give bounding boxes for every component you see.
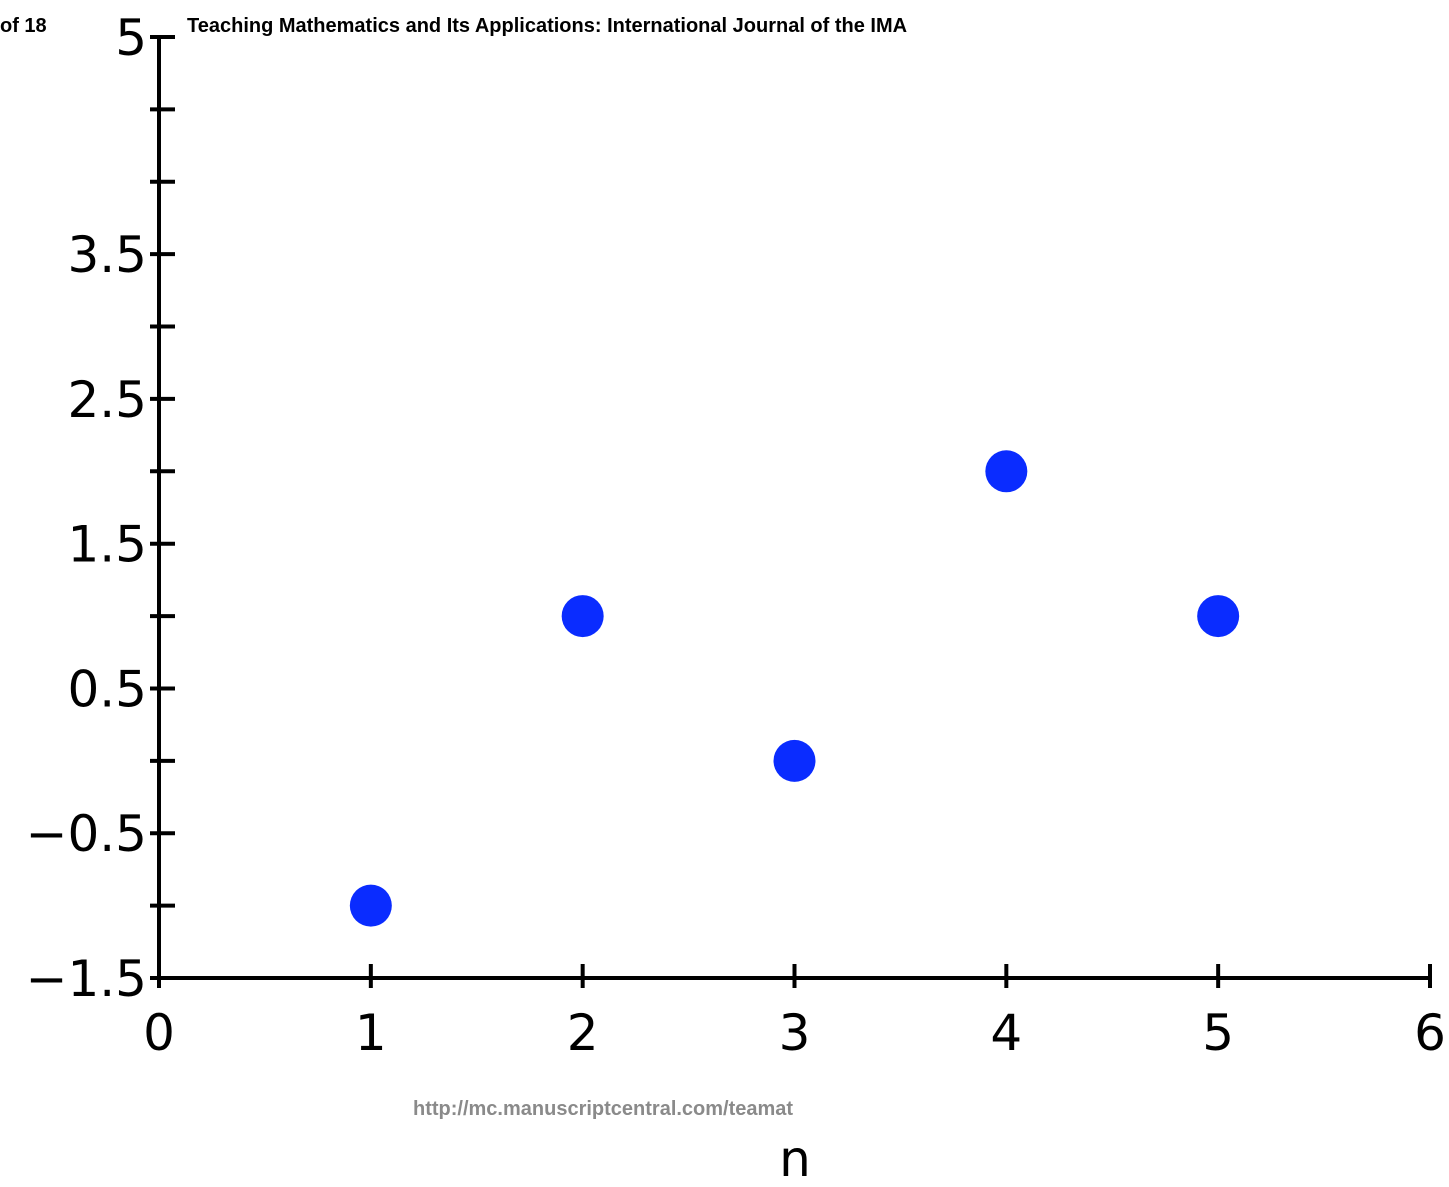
x-axis-label: n	[779, 1130, 811, 1187]
tick-labels: −1.5 −0.5 0.5 1.5 2.5 3.5 5 0 1 2 3 4 5 6	[26, 9, 1446, 1062]
data-point	[773, 739, 816, 782]
x-tick-label: 2	[567, 1004, 599, 1062]
data-point	[985, 450, 1028, 493]
footer-url: http://mc.manuscriptcentral.com/teamat	[413, 1098, 794, 1120]
x-tick-label: 0	[143, 1004, 175, 1062]
data-point	[1197, 595, 1240, 638]
data-points	[349, 450, 1240, 927]
y-tick-label: 0.5	[67, 660, 147, 718]
tick-marks	[150, 35, 1432, 988]
y-tick-label: −0.5	[26, 805, 147, 863]
data-point	[561, 595, 604, 638]
y-tick-label: 2.5	[67, 371, 147, 429]
y-tick-label: 3.5	[67, 226, 147, 284]
x-tick-label: 5	[1202, 1004, 1234, 1062]
page-number: of 18	[0, 15, 47, 37]
x-tick-label: 3	[779, 1004, 811, 1062]
data-point	[349, 884, 392, 927]
x-tick-label: 6	[1414, 1004, 1446, 1062]
y-tick-label: 5	[115, 9, 147, 67]
y-tick-label: −1.5	[26, 950, 147, 1008]
journal-title: Teaching Mathematics and Its Application…	[187, 15, 908, 37]
y-tick-label: 1.5	[67, 516, 147, 574]
x-tick-label: 1	[355, 1004, 387, 1062]
axes	[157, 37, 1430, 980]
x-tick-label: 4	[990, 1004, 1022, 1062]
